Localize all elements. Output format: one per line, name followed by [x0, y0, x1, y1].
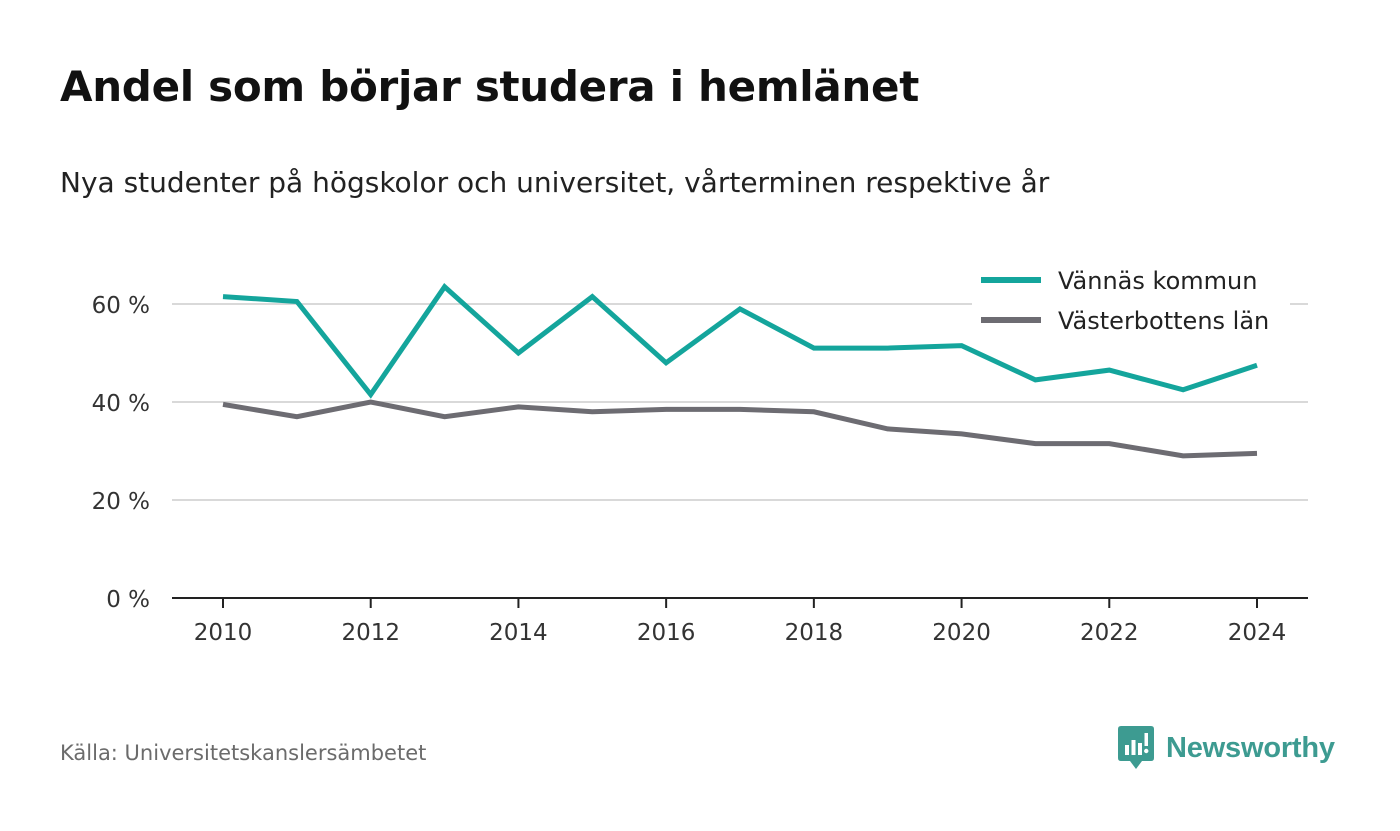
x-tick-label: 2024 — [1228, 620, 1287, 646]
y-tick-label: 60 % — [92, 293, 150, 319]
x-tick-label: 2020 — [932, 620, 991, 646]
chart-title: Andel som börjar studera i hemlänet — [60, 62, 919, 111]
x-tick-label: 2018 — [785, 620, 844, 646]
source-note: Källa: Universitetskanslersämbetet — [60, 741, 427, 765]
x-tick-label: 2014 — [489, 620, 548, 646]
brand-name: Newsworthy — [1166, 731, 1335, 764]
x-tick-label: 2012 — [341, 620, 400, 646]
legend-label: Västerbottens län — [1058, 307, 1269, 335]
y-tick-label: 0 % — [106, 587, 150, 613]
x-tick-label: 2010 — [194, 620, 253, 646]
y-tick-label: 40 % — [92, 391, 150, 417]
legend-background — [972, 262, 1290, 340]
x-tick-label: 2016 — [637, 620, 696, 646]
newsworthy-logo-icon — [1118, 726, 1154, 769]
brand-logo: Newsworthy — [1118, 726, 1335, 770]
y-tick-label: 20 % — [92, 489, 150, 515]
legend-label: Vännäs kommun — [1058, 267, 1257, 295]
series-line-vasterbottens-lan — [222, 399, 1258, 459]
x-tick-label: 2022 — [1080, 620, 1139, 646]
chart-subtitle: Nya studenter på högskolor och universit… — [60, 166, 1050, 199]
